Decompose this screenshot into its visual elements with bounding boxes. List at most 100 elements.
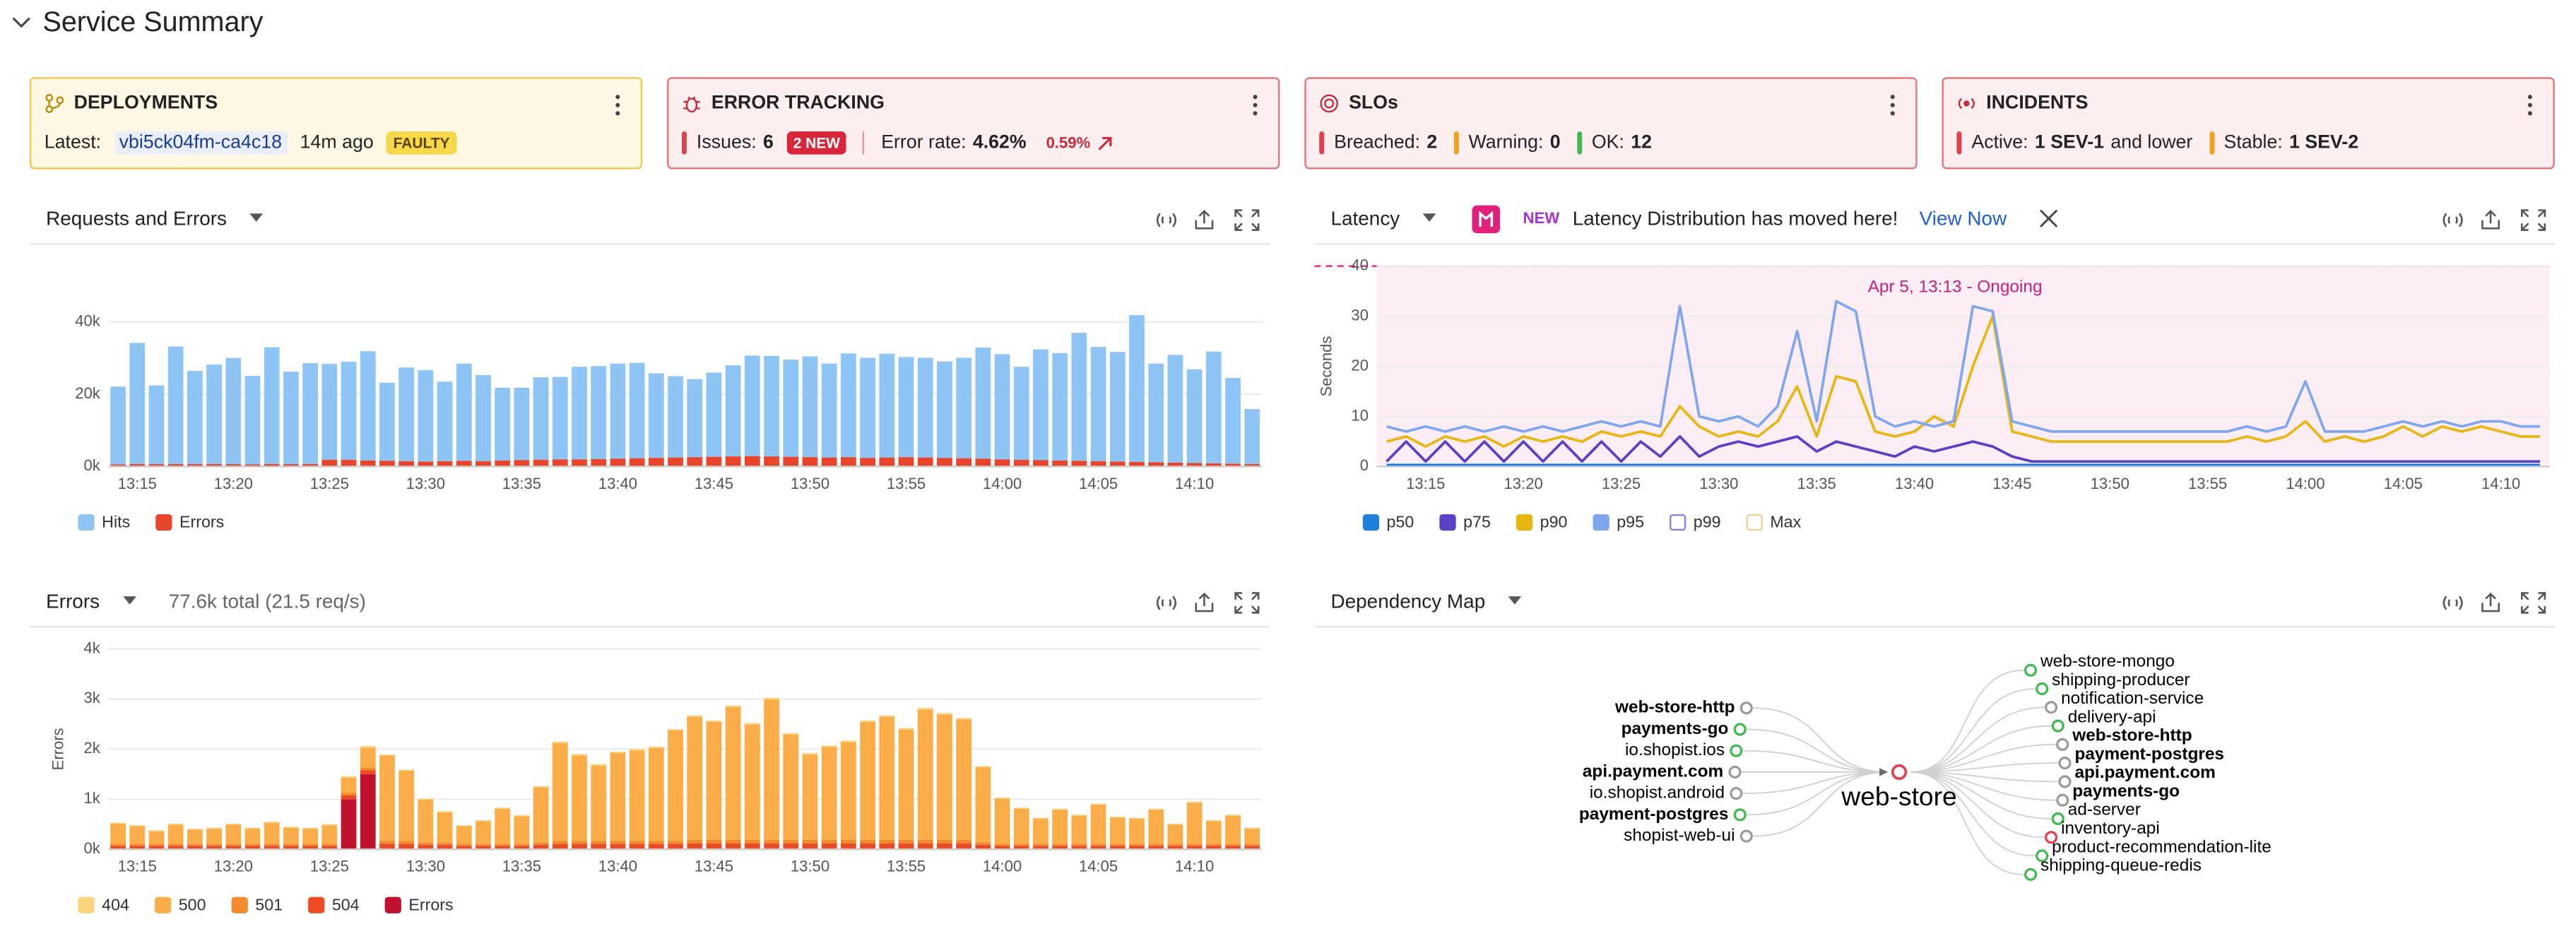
- legend-label[interactable]: Errors: [179, 513, 224, 531]
- legend-label[interactable]: 500: [179, 896, 206, 914]
- live-icon[interactable]: [2442, 596, 2463, 610]
- service-label[interactable]: product-recommendation-lite: [2052, 837, 2271, 856]
- error-tracking-card[interactable]: ERROR TRACKING Issues: 6 2 NEW Error rate: 4…: [667, 77, 1280, 170]
- service-label[interactable]: inventory-api: [2061, 819, 2160, 838]
- legend-label[interactable]: p75: [1463, 513, 1491, 531]
- legend-label[interactable]: p99: [1694, 513, 1721, 531]
- service-node[interactable]: [2056, 738, 2069, 751]
- legend-label[interactable]: Errors: [408, 896, 453, 914]
- service-node[interactable]: [2036, 849, 2049, 863]
- card-menu[interactable]: [1252, 94, 1258, 117]
- expand-icon[interactable]: [1234, 592, 1260, 614]
- legend-swatch[interactable]: [155, 897, 172, 913]
- incidents-card[interactable]: INCIDENTS Active: 1 SEV-1 and lower Stable:…: [1942, 77, 2555, 170]
- legend-swatch[interactable]: [1746, 514, 1763, 531]
- legend-label[interactable]: 404: [102, 896, 129, 914]
- service-node[interactable]: [1739, 829, 1753, 843]
- bar: [1109, 817, 1125, 844]
- service-label[interactable]: api.payment.com: [1583, 762, 1723, 781]
- export-icon[interactable]: [1195, 592, 1214, 613]
- legend-swatch[interactable]: [308, 897, 325, 913]
- service-label[interactable]: notification-service: [2061, 689, 2204, 708]
- card-menu[interactable]: [2527, 94, 2533, 117]
- service-node[interactable]: [1739, 702, 1753, 715]
- dropdown-caret[interactable]: [1485, 593, 1528, 609]
- service-label[interactable]: shipping-producer: [2052, 670, 2190, 690]
- export-icon[interactable]: [1195, 209, 1214, 230]
- legend-label[interactable]: p95: [1617, 513, 1644, 531]
- service-label[interactable]: web-store-http: [2072, 726, 2192, 745]
- card-menu[interactable]: [1889, 94, 1896, 117]
- view-now-link[interactable]: View Now: [1919, 206, 2007, 230]
- legend-swatch[interactable]: [1593, 514, 1609, 531]
- dropdown-caret[interactable]: [227, 211, 269, 227]
- legend-swatch[interactable]: [231, 897, 248, 913]
- service-node[interactable]: [2036, 682, 2049, 696]
- service-node[interactable]: [2045, 831, 2058, 844]
- export-icon[interactable]: [2481, 209, 2500, 230]
- legend-swatch[interactable]: [384, 897, 401, 913]
- service-node[interactable]: [1733, 723, 1747, 736]
- legend-swatch[interactable]: [78, 514, 95, 531]
- bar: [1013, 807, 1029, 809]
- dropdown-caret[interactable]: [100, 593, 142, 609]
- service-label[interactable]: shopist-web-ui: [1624, 826, 1735, 845]
- service-label[interactable]: payments-go: [2072, 781, 2180, 800]
- service-node[interactable]: [2058, 757, 2072, 770]
- service-label[interactable]: delivery-api: [2068, 707, 2156, 726]
- live-icon[interactable]: [1156, 596, 1177, 610]
- legend-label[interactable]: 504: [332, 896, 360, 914]
- legend-swatch[interactable]: [1362, 514, 1380, 531]
- slos-card[interactable]: SLOs Breached: 2 Warning: 0 OK: 12: [1304, 77, 1918, 170]
- service-node[interactable]: [2056, 793, 2069, 807]
- legend-label[interactable]: p50: [1387, 513, 1414, 531]
- service-node[interactable]: [2058, 775, 2072, 788]
- bar: [1033, 817, 1048, 819]
- legend-label[interactable]: Max: [1770, 513, 1801, 531]
- expand-icon[interactable]: [1234, 209, 1260, 231]
- service-node[interactable]: [2051, 812, 2064, 825]
- legend-label[interactable]: p90: [1540, 513, 1568, 531]
- legend-label[interactable]: 501: [255, 896, 283, 914]
- service-node[interactable]: [1728, 765, 1742, 779]
- live-icon[interactable]: [2442, 213, 2463, 227]
- service-label[interactable]: payment-postgres: [2074, 745, 2224, 764]
- service-label[interactable]: web-store-mongo: [2040, 652, 2175, 671]
- service-node[interactable]: [1730, 787, 1743, 800]
- service-label[interactable]: ad-server: [2068, 800, 2141, 819]
- service-node[interactable]: [2051, 719, 2064, 733]
- expand-icon[interactable]: [2521, 209, 2546, 231]
- service-label[interactable]: io.shopist.ios: [1625, 740, 1725, 759]
- export-icon[interactable]: [2481, 592, 2500, 613]
- legend-swatch[interactable]: [78, 897, 95, 913]
- bar: [129, 826, 146, 844]
- collapse-chevron[interactable]: [10, 13, 33, 33]
- live-icon[interactable]: [1156, 213, 1177, 227]
- service-node[interactable]: [2045, 701, 2058, 714]
- service-label[interactable]: shipping-queue-redis: [2040, 856, 2202, 875]
- expand-icon[interactable]: [2521, 592, 2546, 614]
- legend-swatch[interactable]: [155, 514, 172, 531]
- legend-swatch[interactable]: [1439, 514, 1456, 531]
- legend-swatch[interactable]: [1670, 514, 1686, 531]
- bar: [1129, 817, 1145, 819]
- dropdown-caret[interactable]: [1400, 211, 1455, 227]
- bar: [341, 459, 357, 467]
- service-label[interactable]: api.payment.com: [2074, 763, 2215, 782]
- center-node[interactable]: [1891, 764, 1908, 781]
- center-label[interactable]: web-store: [1841, 781, 1956, 811]
- service-label[interactable]: payment-postgres: [1579, 805, 1729, 824]
- service-node[interactable]: [2024, 868, 2038, 881]
- legend-swatch[interactable]: [1516, 514, 1533, 531]
- close-banner[interactable]: [2040, 208, 2060, 228]
- service-node[interactable]: [2024, 663, 2038, 677]
- version-link[interactable]: vbi5ck04fm-ca4c18: [114, 131, 288, 155]
- service-node[interactable]: [1733, 808, 1747, 822]
- service-label[interactable]: web-store-http: [1614, 698, 1735, 717]
- deployments-card[interactable]: DEPLOYMENTS Latest: vbi5ck04fm-ca4c18 14m …: [29, 77, 643, 170]
- service-label[interactable]: payments-go: [1621, 719, 1729, 738]
- card-menu[interactable]: [615, 94, 621, 117]
- service-label[interactable]: io.shopist.android: [1590, 783, 1725, 803]
- legend-label[interactable]: Hits: [102, 513, 130, 531]
- service-node[interactable]: [1730, 744, 1743, 757]
